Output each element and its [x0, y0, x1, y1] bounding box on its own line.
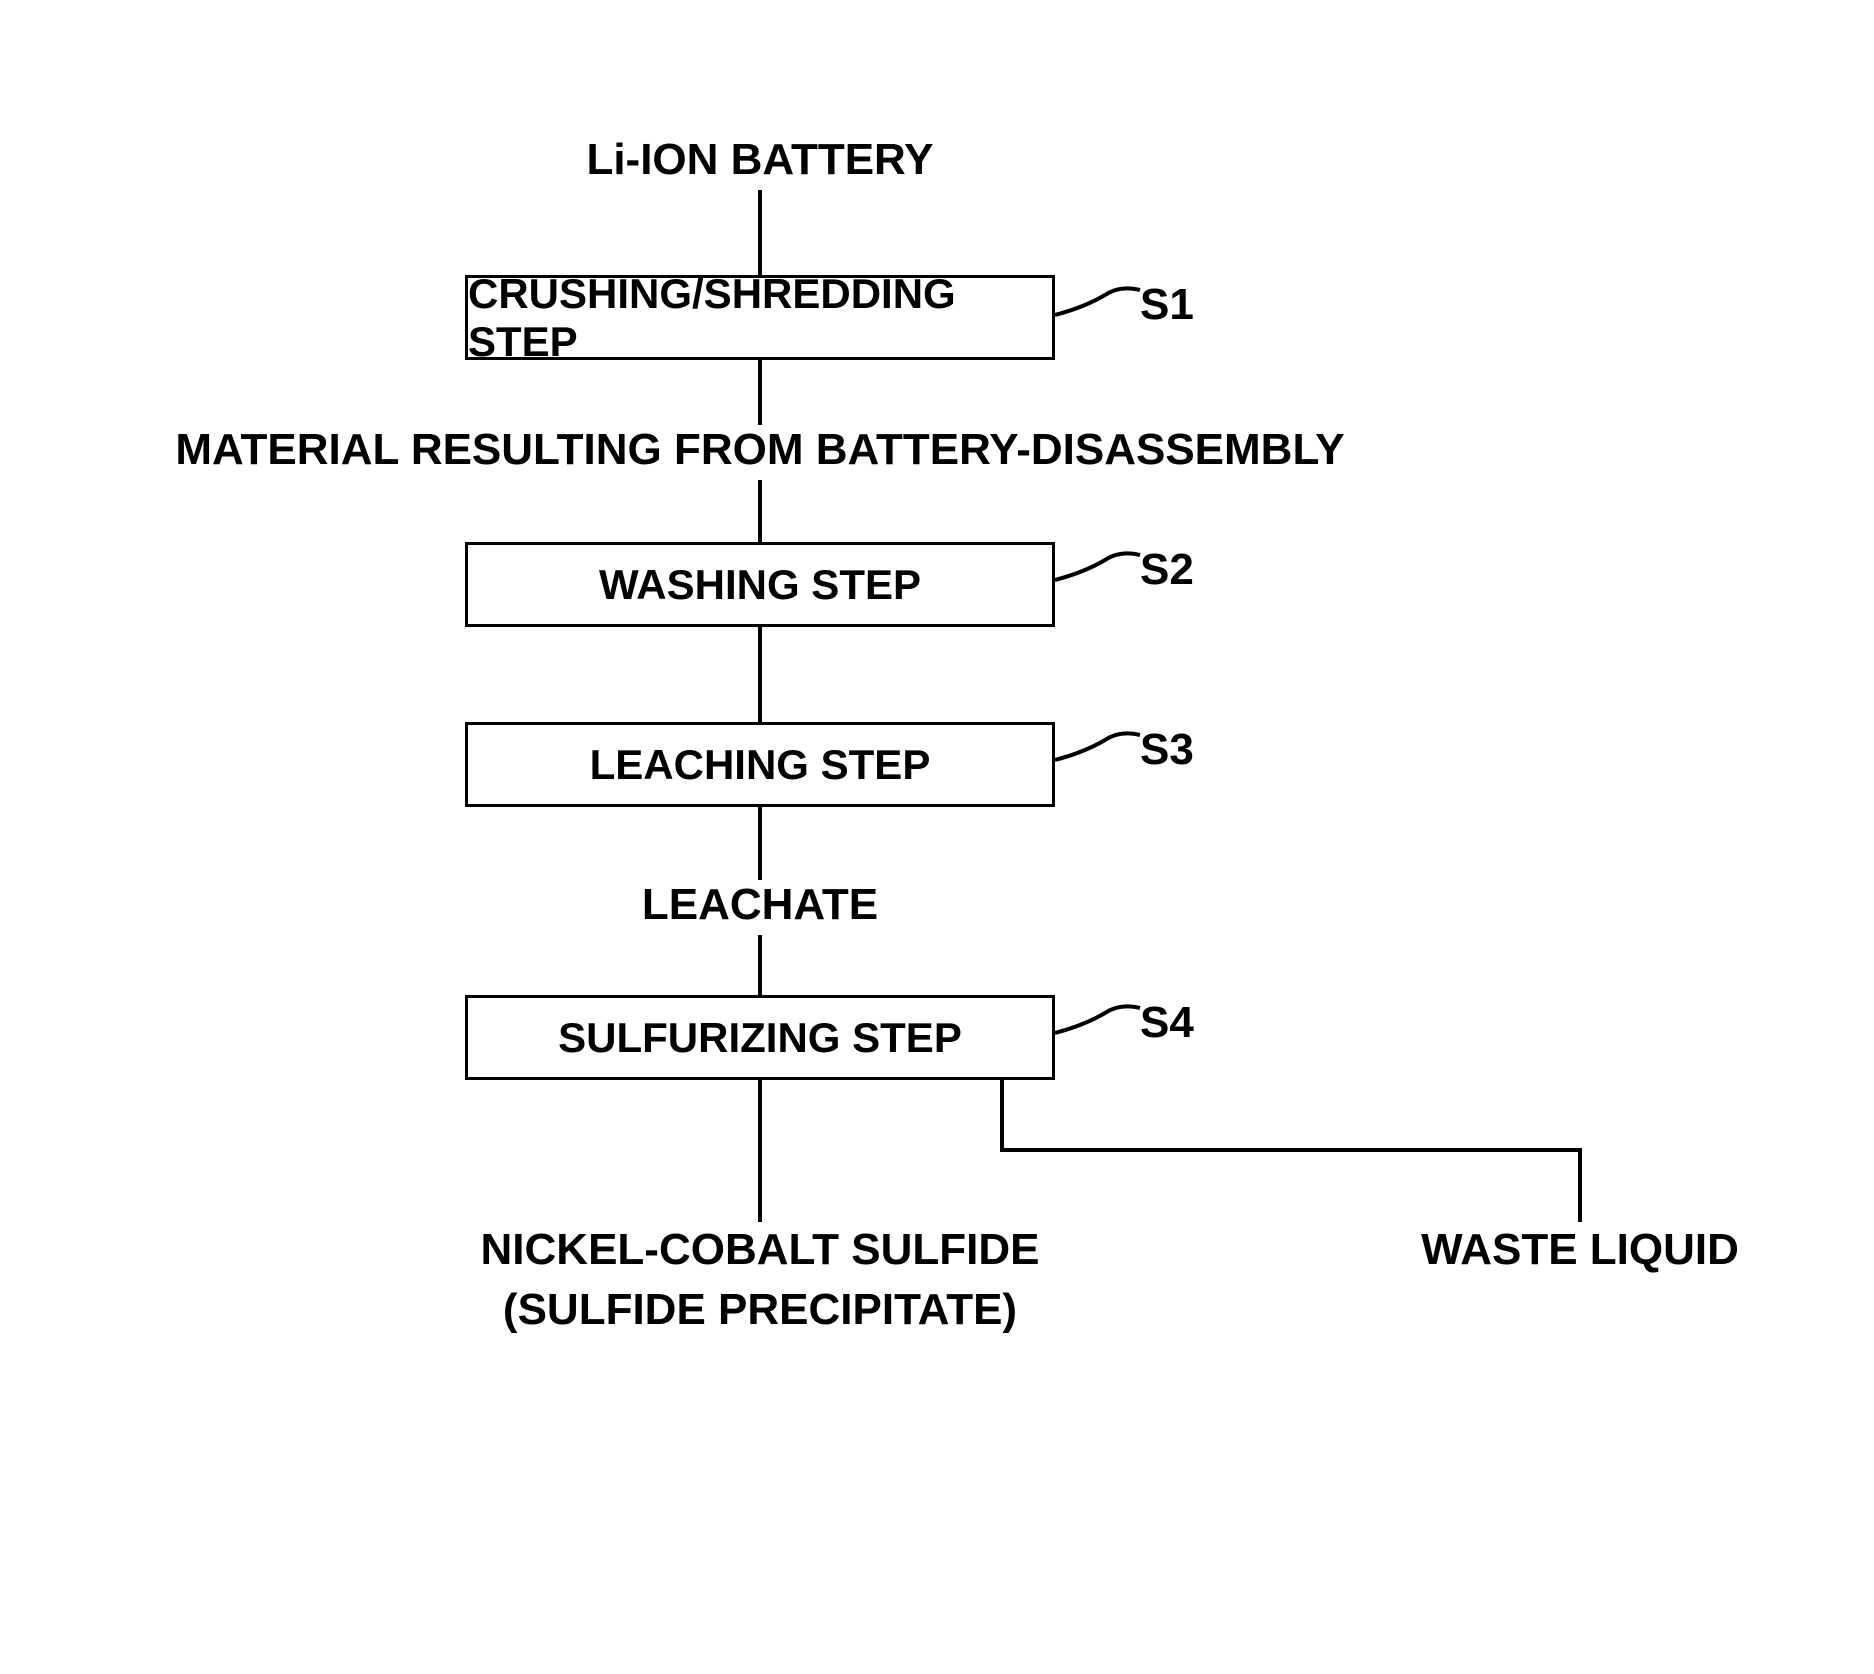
step1-id: S1	[1140, 280, 1194, 330]
connector-line	[758, 360, 762, 425]
step4-connector	[1055, 1003, 1145, 1063]
step4-box: SULFURIZING STEP	[465, 995, 1055, 1080]
output1-line2: (SULFIDE PRECIPITATE)	[440, 1285, 1080, 1335]
input-label: Li-ION BATTERY	[520, 135, 1000, 185]
step2-box: WASHING STEP	[465, 542, 1055, 627]
step1-box: CRUSHING/SHREDDING STEP	[465, 275, 1055, 360]
intermediate2-label: LEACHATE	[560, 880, 960, 930]
connector-line	[758, 190, 762, 275]
connector-line	[758, 807, 762, 880]
step2-id: S2	[1140, 545, 1194, 595]
intermediate1-label: MATERIAL RESULTING FROM BATTERY-DISASSEM…	[170, 425, 1350, 475]
step3-id: S3	[1140, 725, 1194, 775]
step2-label: WASHING STEP	[599, 561, 921, 609]
step1-connector	[1055, 285, 1145, 345]
output1-line1: NICKEL-COBALT SULFIDE	[440, 1225, 1080, 1275]
step3-label: LEACHING STEP	[590, 741, 931, 789]
flowchart: Li-ION BATTERY CRUSHING/SHREDDING STEP S…	[40, 80, 1874, 1594]
branch-line	[1002, 1148, 1580, 1152]
step4-id: S4	[1140, 998, 1194, 1048]
connector-line	[758, 627, 762, 722]
step4-label: SULFURIZING STEP	[558, 1014, 962, 1062]
branch-line	[1578, 1148, 1582, 1222]
connector-line	[758, 935, 762, 995]
step2-connector	[1055, 550, 1145, 610]
connector-line	[758, 1080, 762, 1222]
connector-line	[1000, 1080, 1004, 1152]
step1-label: CRUSHING/SHREDDING STEP	[468, 270, 1052, 366]
output2-label: WASTE LIQUID	[1390, 1225, 1770, 1275]
step3-box: LEACHING STEP	[465, 722, 1055, 807]
step3-connector	[1055, 730, 1145, 790]
connector-line	[758, 480, 762, 542]
